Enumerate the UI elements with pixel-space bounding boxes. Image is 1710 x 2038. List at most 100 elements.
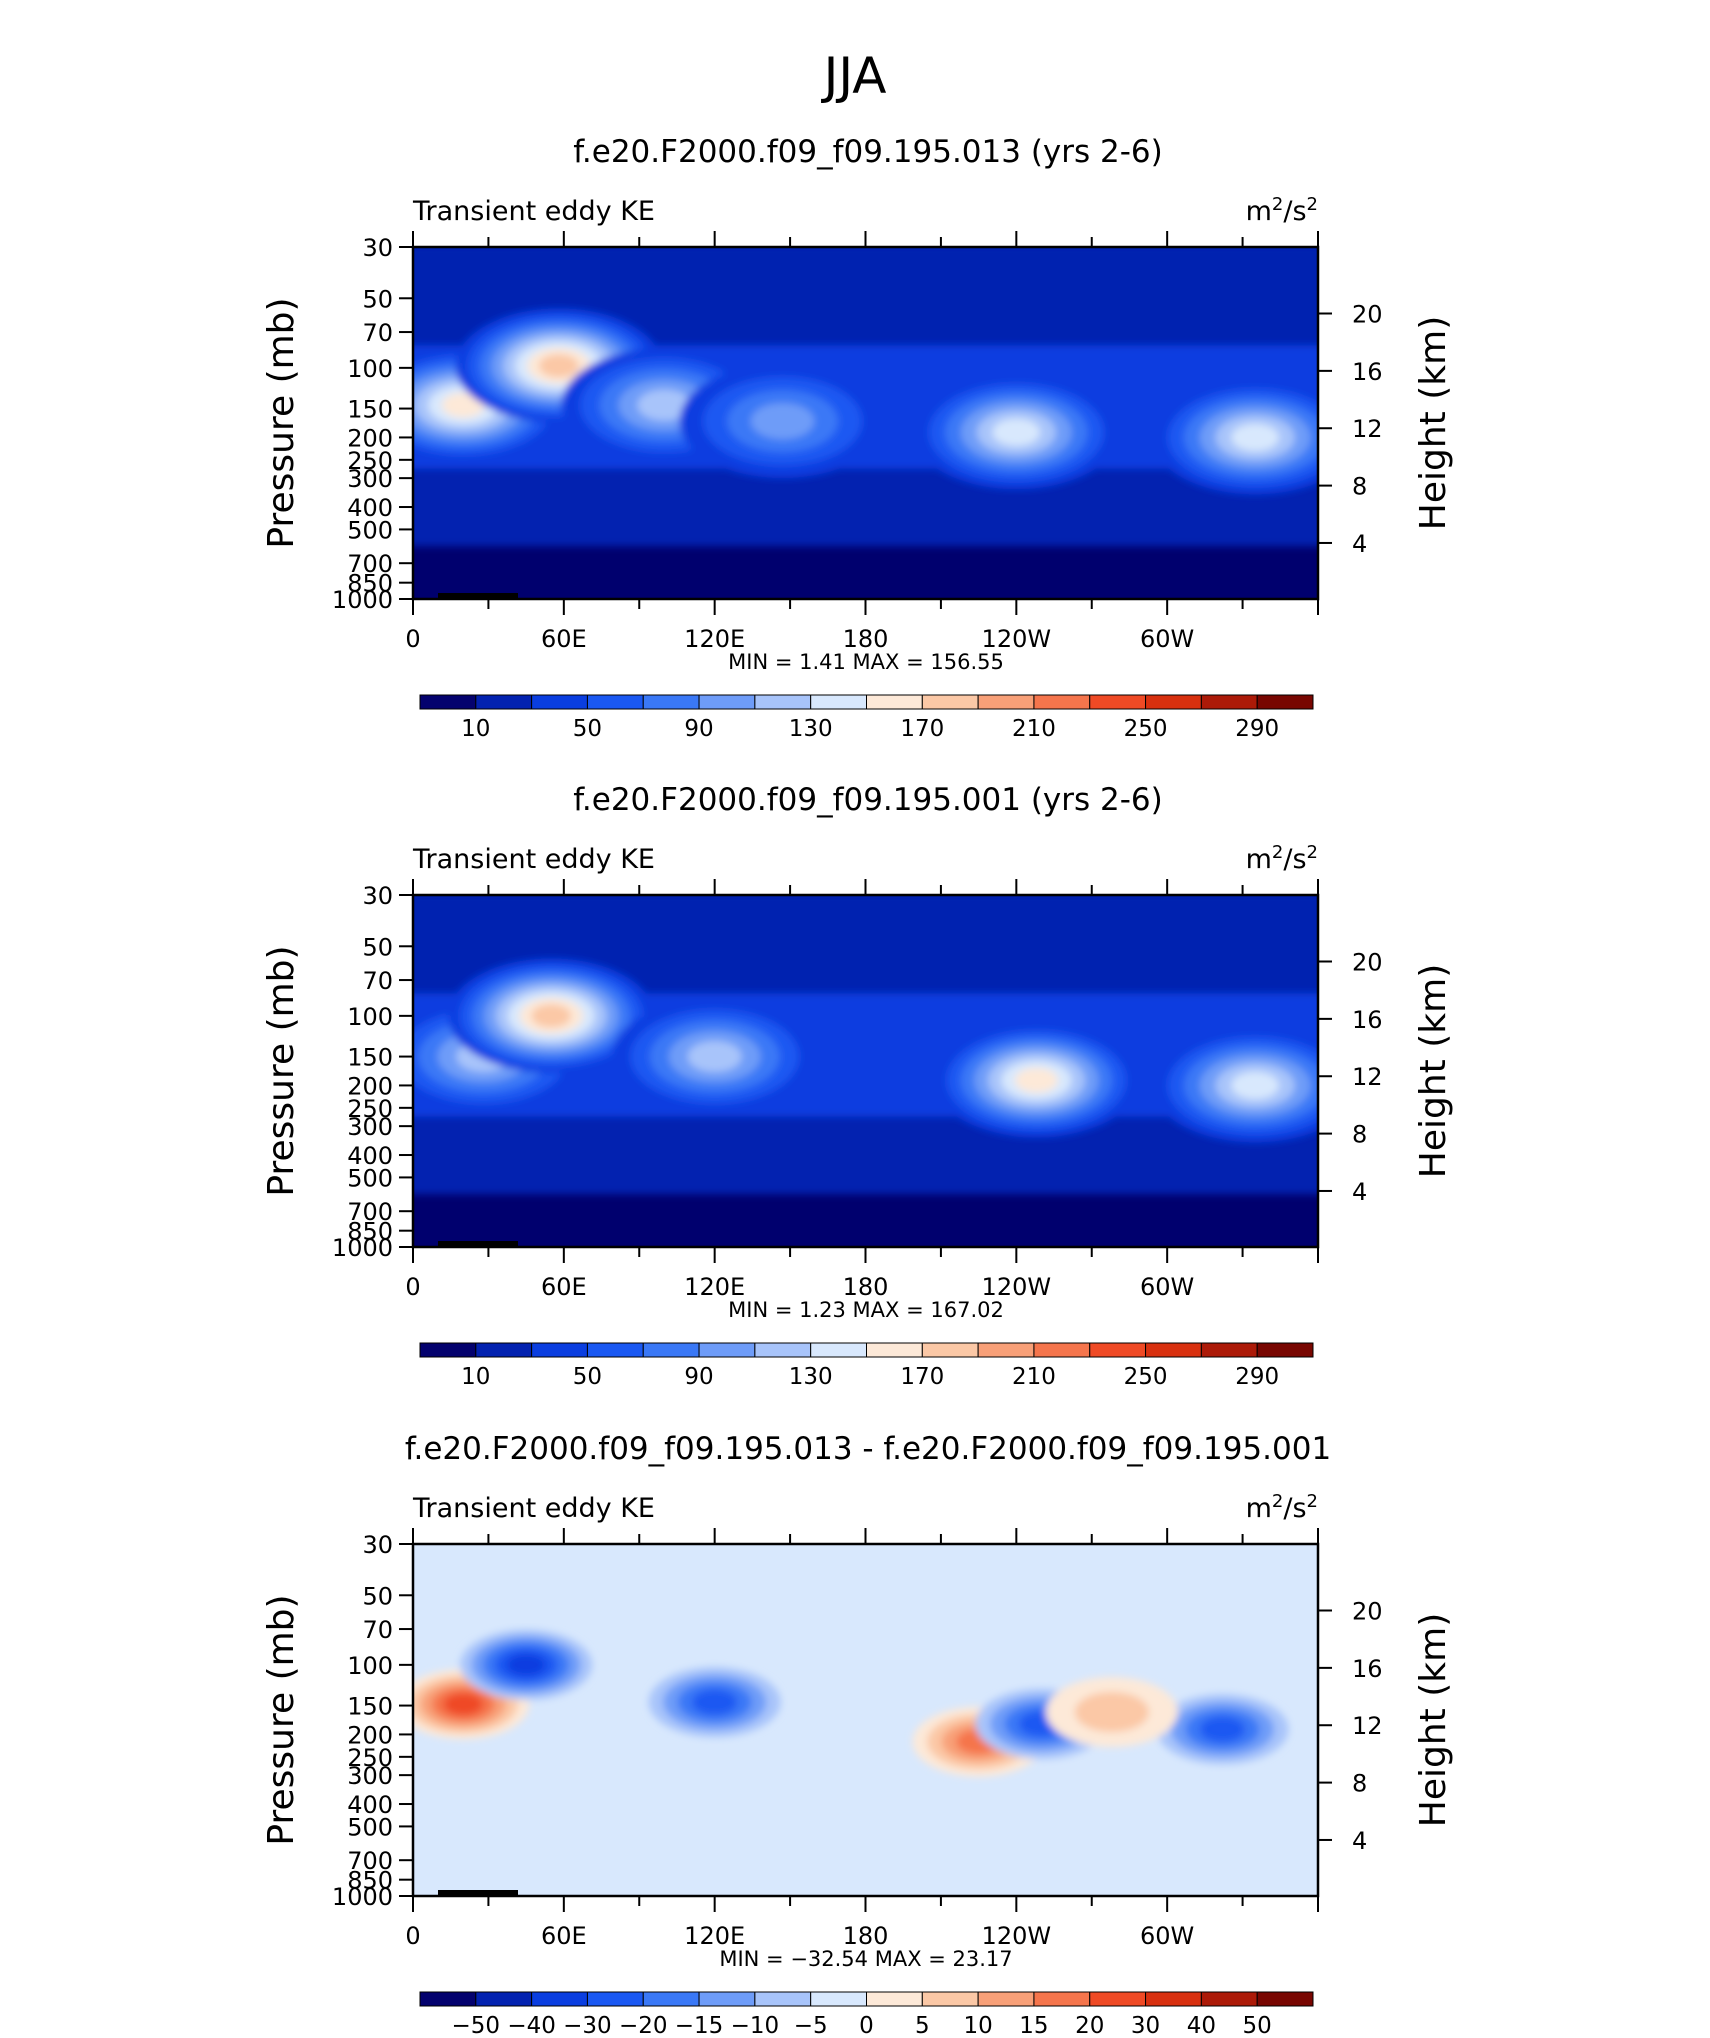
colorbar-swatch [921,1991,979,2007]
figure-title: JJA [821,47,887,105]
contour-level [637,389,692,421]
colorbar-label: 50 [573,716,602,742]
x-tick-label: 120W [982,1922,1052,1950]
colorbar-label: 290 [1235,1364,1279,1390]
x-tick-label: 60W [1140,1922,1194,1950]
colorbar: −50 −40 −30 −20 −15 −10 −5 0 5 10 15 20 30 40 50 [419,1991,1314,2038]
colorbar-swatch [866,1991,923,2007]
colorbar-label: 170 [900,716,944,742]
colorbar-swatch [866,1342,923,1358]
colorbar-label: −50 [452,2013,501,2038]
y2-tick-label: 4 [1352,1827,1367,1855]
x-tick-label: 120E [684,1273,745,1301]
colorbar-label: −5 [794,2013,828,2038]
y-tick-label: 1000 [332,1883,393,1911]
contour-field [413,895,1318,1247]
y-tick-label: 250 [347,447,393,475]
field-extremum [1156,1694,1289,1765]
colorbar-label: 50 [1243,2013,1272,2038]
y-tick-label: 100 [347,1003,393,1031]
colorbar-swatch [1033,1342,1091,1358]
y-tick-label: 70 [362,1616,393,1644]
panel-title: f.e20.F2000.f09_f09.195.013 - f.e20.F200… [405,1431,1331,1467]
colorbar-label: −10 [731,2013,780,2038]
y2-tick-label: 16 [1352,358,1383,386]
colorbar-swatch [754,694,812,710]
x-tick-label: 180 [843,625,889,653]
colorbar-label: 40 [1187,2013,1216,2038]
colorbar-swatch [698,1991,756,2007]
x-tick-label: 0 [405,1922,420,1950]
contour-level [441,392,485,418]
y2-tick-label: 20 [1352,301,1383,329]
colorbar-label: 15 [1019,2013,1048,2038]
colorbar-swatch [531,1342,588,1358]
contour-field [413,247,1318,599]
y-tick-label: 100 [347,1652,393,1680]
min-max-label: MIN = 1.41 MAX = 156.55 [728,650,1004,674]
contour-level [687,1041,742,1072]
colorbar-swatch [698,1342,756,1358]
y-tick-label: 200 [347,424,393,452]
y-tick-label: 100 [347,355,393,383]
x-tick-label: 60W [1140,1273,1194,1301]
colorbar-label: 10 [461,1364,490,1390]
variable-label: Transient eddy KE [412,196,655,227]
y-tick-label: 200 [347,1721,393,1749]
field-extremum [913,375,1120,490]
colorbar-swatch [754,1991,812,2007]
field-extremum [460,1629,593,1700]
y-tick-label: 400 [347,1142,393,1170]
y2-tick-label: 8 [1352,1770,1367,1798]
field-extremum [611,999,818,1114]
x-tick-label: 120E [684,1922,745,1950]
min-max-label: MIN = −32.54 MAX = 23.17 [719,1947,1012,1971]
y-tick-label: 300 [347,1113,393,1141]
field-extremum [561,348,768,463]
y-tick-label: 70 [362,967,393,995]
colorbar-label: 170 [900,1364,944,1390]
min-max-label: MIN = 1.23 MAX = 167.02 [728,1298,1004,1322]
units-label: m2/s2 [1246,1491,1318,1524]
panel-title: f.e20.F2000.f09_f09.195.001 (yrs 2-6) [573,782,1163,818]
colorbar-swatch [531,1991,588,2007]
contour-level [531,1004,572,1028]
colorbar: 10 50 90 130 170 210 250 290 [419,1342,1314,1390]
y-tick-label: 300 [347,1762,393,1790]
y-tick-label: 50 [362,933,393,961]
colorbar-swatch [475,1991,533,2007]
contour-level [1231,423,1279,452]
y-tick-label: 700 [347,550,393,578]
y2-tick-label: 20 [1352,1598,1383,1626]
colorbar-swatch [866,694,923,710]
colorbar-swatch [642,1342,700,1358]
y-tick-label: 500 [347,1164,393,1192]
y-tick-label: 850 [347,1218,393,1246]
colorbar-swatch [921,1342,979,1358]
colorbar-swatch [586,1342,644,1358]
colorbar-label: −30 [563,2013,612,2038]
colorbar-label: 20 [1075,2013,1104,2038]
colorbar-swatch [754,1342,812,1358]
colorbar-swatch [586,1991,644,2007]
colorbar-label: 5 [915,2013,930,2038]
field-extremum [679,364,886,479]
contour-level [1231,1071,1279,1100]
panels: f.e20.F2000.f09_f09.195.013 (yrs 2-6) Tra… [261,134,1454,2038]
y-axis-height: 20 16 12 8 4 Height (km) [1318,1598,1454,1855]
y-tick-label: 1000 [332,1234,393,1262]
y-tick-label: 400 [347,1791,393,1819]
colorbar-swatch [419,1991,477,2007]
field-extremum [448,958,655,1073]
y-tick-label: 30 [362,234,393,262]
y2-tick-label: 8 [1352,473,1367,501]
field-extremum [648,1667,781,1738]
contour-level [692,1689,738,1715]
x-axis: 0 60E 120E 180 120W 60W [405,231,1319,653]
y-tick-label: 50 [362,285,393,313]
x-tick-label: 60E [541,1922,587,1950]
colorbar-label: 130 [789,1364,833,1390]
panel-2: f.e20.F2000.f09_f09.195.001 (yrs 2-6) Tra… [261,782,1454,1390]
x-tick-label: 180 [843,1273,889,1301]
